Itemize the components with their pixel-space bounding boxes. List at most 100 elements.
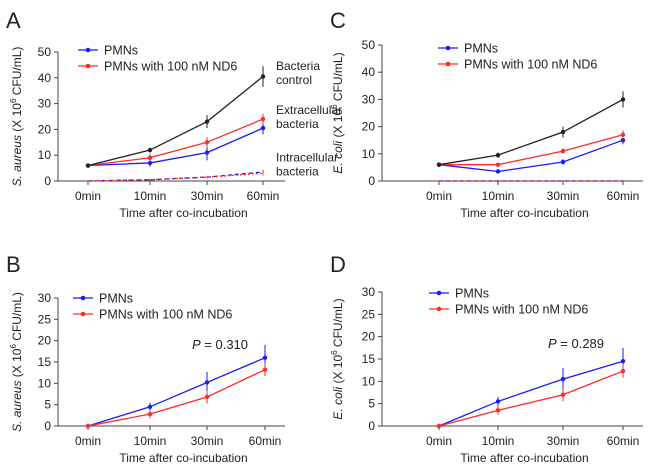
data-point — [147, 147, 153, 153]
series-line — [87, 171, 264, 182]
x-tick-label: 10min — [482, 189, 515, 203]
series-line — [438, 139, 624, 173]
y-tick-label: 10 — [38, 376, 52, 390]
x-tick-label: 60min — [247, 189, 280, 203]
x-axis-title: Time after co-incubation — [119, 451, 247, 465]
y-axis-title-unit: (X 10 — [10, 103, 24, 135]
panel-letter: A — [6, 8, 21, 33]
data-point — [436, 162, 442, 167]
series-annotation: Intracellular — [276, 151, 338, 165]
data-point — [560, 392, 566, 397]
y-axis-title-unit: (X 10 — [331, 355, 345, 387]
series-line — [87, 357, 266, 427]
y-axis-title-exponent: 6 — [330, 350, 339, 355]
data-point — [147, 155, 153, 160]
series-annotation: Extracellular — [276, 103, 342, 117]
series-line — [438, 370, 624, 427]
y-axis-title-unit: (X 10 — [331, 109, 345, 141]
series-line — [438, 360, 624, 427]
x-axis-title: Time after co-incubation — [460, 451, 588, 465]
x-tick-label: 60min — [607, 189, 640, 203]
y-axis-title: S. aureus (X 106 CFU/mL) — [9, 292, 24, 432]
panel-letter: C — [330, 8, 346, 33]
panel-c: C 0 10 20 30 40 50 0min 10min 30min 60min Time aft… — [330, 8, 643, 220]
y-tick-label: 25 — [362, 307, 376, 321]
data-point — [85, 423, 91, 429]
p-value: P = 0.289 — [548, 336, 604, 351]
series-annotation: bacteria — [276, 165, 319, 179]
data-point — [560, 148, 566, 154]
data-point — [620, 132, 626, 137]
x-tick-label: 30min — [191, 434, 224, 448]
legend-label: PMNs with 100 nM ND6 — [104, 60, 237, 74]
series-annotation: Bacteria — [276, 59, 320, 73]
y-axis-title-tail: CFU/mL) — [331, 52, 345, 104]
x-axis-title: Time after co-incubation — [460, 206, 588, 220]
x-tick-label: 0min — [75, 189, 101, 203]
data-point — [620, 368, 626, 374]
panel-letter: D — [330, 252, 346, 277]
y-tick-label: 0 — [368, 174, 375, 188]
x-tick-label: 0min — [426, 189, 452, 203]
y-tick-label: 15 — [362, 352, 376, 366]
legend-label: PMNs — [464, 42, 498, 56]
legend-label: PMNs — [104, 44, 138, 58]
series-line — [87, 127, 264, 167]
p-value-text: = 0.310 — [201, 337, 248, 352]
y-tick-label: 10 — [362, 374, 376, 388]
data-point — [560, 129, 566, 135]
y-axis-title-organism: E. coli — [331, 387, 345, 420]
x-tick-label: 0min — [75, 434, 101, 448]
x-tick-label: 30min — [547, 434, 580, 448]
series-line — [87, 76, 264, 167]
data-point — [620, 97, 626, 102]
data-point — [495, 408, 501, 413]
x-tick-label: 60min — [249, 434, 282, 448]
y-axis-title-tail: CFU/mL) — [10, 292, 24, 344]
data-point — [147, 160, 153, 166]
y-axis-title-tail: CFU/mL) — [10, 47, 24, 99]
y-axis-title-organism: E. coli — [331, 141, 345, 174]
y-axis-title-exponent: 6 — [330, 104, 339, 109]
y-tick-label: 15 — [38, 355, 52, 369]
data-point — [560, 376, 566, 382]
p-value: P = 0.310 — [192, 337, 248, 352]
y-axis-title: S. aureus (X 106 CFU/mL) — [9, 47, 24, 187]
data-point — [495, 399, 501, 404]
panel-d: D 0 5 10 15 20 25 30 0min 10min 30min 60min Time af… — [330, 252, 643, 465]
data-point — [495, 169, 501, 174]
series-line — [439, 134, 624, 166]
y-tick-label: 20 — [38, 122, 52, 136]
y-tick-label: 40 — [38, 71, 52, 85]
data-point — [147, 411, 153, 417]
y-tick-label: 30 — [38, 291, 52, 305]
y-tick-label: 20 — [38, 334, 52, 348]
legend-label: PMNs with 100 nM ND6 — [455, 303, 588, 317]
data-point — [260, 116, 266, 122]
data-point — [204, 140, 210, 145]
legend-swatch-marker — [445, 61, 451, 67]
y-tick-label: 20 — [362, 330, 376, 344]
y-tick-label: 0 — [44, 174, 51, 188]
data-point — [620, 138, 626, 143]
y-axis-title-exponent: 6 — [9, 344, 18, 349]
legend-swatch-marker — [436, 290, 442, 296]
y-tick-label: 50 — [38, 45, 52, 59]
x-tick-label: 30min — [547, 189, 580, 203]
y-tick-label: 10 — [362, 147, 376, 161]
data-point — [620, 359, 626, 364]
y-axis-title: E. coli (X 106 CFU/mL) — [330, 298, 345, 419]
data-point — [147, 404, 153, 409]
panel-letter: B — [6, 252, 21, 277]
y-axis-title-organism: S. aureus — [10, 135, 24, 186]
y-axis-title-tail: CFU/mL) — [331, 298, 345, 350]
x-tick-label: 10min — [134, 434, 167, 448]
p-value-label: P — [548, 336, 557, 351]
legend-swatch-marker — [80, 295, 86, 301]
x-tick-label: 0min — [426, 434, 452, 448]
series-annotation: control — [276, 73, 312, 87]
y-tick-label: 5 — [368, 397, 375, 411]
legend-label: PMNs with 100 nM ND6 — [99, 308, 232, 322]
legend-label: PMNs — [455, 287, 489, 301]
